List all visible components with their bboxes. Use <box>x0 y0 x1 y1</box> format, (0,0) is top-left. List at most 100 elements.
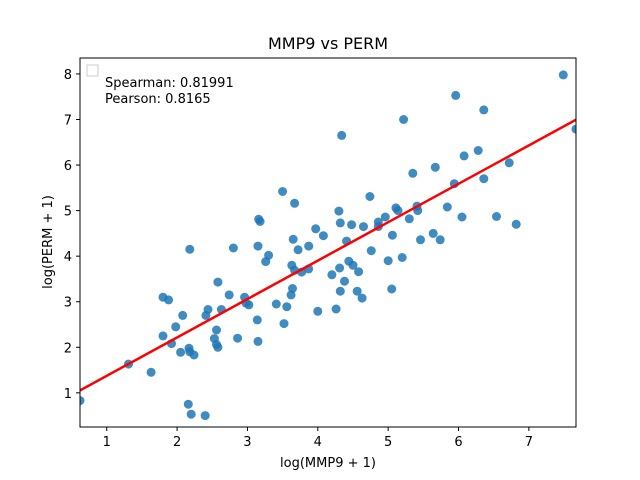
data-point <box>511 219 521 229</box>
data-point <box>252 315 262 325</box>
regression-line <box>80 118 576 392</box>
data-point <box>186 409 196 419</box>
data-point <box>185 244 195 254</box>
y-tick-label: 5 <box>64 205 72 220</box>
y-tick-label: 3 <box>64 296 72 311</box>
data-point <box>365 192 375 201</box>
x-axis-label: log(MMP9 + 1) <box>280 456 376 471</box>
x-tick-label: 4 <box>314 435 322 450</box>
data-point <box>171 322 181 332</box>
data-point <box>408 168 418 178</box>
data-point <box>176 347 186 357</box>
data-point <box>290 198 300 208</box>
y-tick-label: 6 <box>64 159 72 174</box>
data-point <box>387 230 397 240</box>
data-point <box>340 276 349 286</box>
data-point <box>399 115 409 124</box>
x-tick-label: 5 <box>384 435 392 450</box>
fit-line-layer <box>80 118 576 392</box>
x-tick-label: 7 <box>525 435 533 450</box>
data-point <box>397 253 407 262</box>
data-point <box>430 162 440 172</box>
data-point <box>279 319 289 329</box>
data-point <box>271 299 281 309</box>
data-point <box>357 293 367 303</box>
x-ticks: 1 2 3 4 5 6 7 <box>103 427 533 450</box>
y-ticks: 1 2 3 4 5 6 7 8 <box>64 68 80 402</box>
data-point <box>213 277 223 287</box>
data-point <box>404 214 414 224</box>
data-point <box>313 306 323 316</box>
data-point <box>146 367 156 377</box>
data-point <box>200 411 210 421</box>
data-point <box>183 399 193 409</box>
x-tick-label: 2 <box>173 435 181 450</box>
data-point <box>335 263 345 273</box>
data-point <box>354 267 364 277</box>
x-tick-label: 3 <box>243 435 251 450</box>
data-point <box>347 220 357 230</box>
data-point <box>278 187 288 196</box>
data-point <box>571 124 576 134</box>
data-point <box>311 224 321 234</box>
data-point <box>352 286 362 296</box>
data-point <box>334 206 344 216</box>
data-point <box>393 206 403 216</box>
data-point <box>203 305 213 314</box>
data-point <box>224 290 234 300</box>
data-point <box>253 241 263 251</box>
data-point <box>331 304 341 314</box>
data-point <box>504 158 514 168</box>
legend: Spearman: 0.81991 Pearson: 0.8165 <box>86 64 234 107</box>
data-point <box>282 302 292 312</box>
data-point <box>442 202 452 212</box>
data-point <box>479 105 489 115</box>
data-point <box>213 342 223 352</box>
data-point <box>327 270 337 280</box>
data-point <box>492 212 501 221</box>
data-point <box>435 235 445 245</box>
y-tick-label: 7 <box>64 114 72 129</box>
data-point <box>164 295 174 305</box>
data-point <box>255 217 265 226</box>
data-point <box>288 284 297 293</box>
data-point <box>178 310 188 320</box>
legend-entry-pearson: Pearson: 0.8165 <box>105 92 211 107</box>
y-axis-label: log(PERM + 1) <box>41 195 56 289</box>
data-point <box>335 218 345 228</box>
data-point <box>335 286 345 296</box>
data-point <box>558 70 568 80</box>
data-point <box>387 284 397 294</box>
data-point <box>473 146 483 155</box>
data-point <box>304 241 314 251</box>
points-layer <box>80 70 576 421</box>
data-point <box>80 396 85 406</box>
data-point <box>457 212 467 222</box>
plot-frame <box>79 57 577 428</box>
y-tick-label: 2 <box>64 341 72 356</box>
data-point <box>318 231 328 241</box>
data-point <box>380 212 390 222</box>
x-tick-label: 1 <box>103 435 111 450</box>
data-point <box>228 243 238 253</box>
data-point <box>253 336 263 346</box>
data-point <box>293 245 303 255</box>
data-point <box>428 228 438 238</box>
data-point <box>359 222 368 232</box>
legend-entry-spearman: Spearman: 0.81991 <box>105 76 234 91</box>
y-tick-label: 8 <box>64 68 72 83</box>
data-point <box>337 130 347 140</box>
data-point <box>264 250 274 260</box>
data-point <box>212 325 221 335</box>
x-tick-label: 6 <box>454 435 462 450</box>
data-point <box>244 300 254 310</box>
data-point <box>451 90 461 100</box>
data-point <box>383 256 393 266</box>
data-point <box>348 260 358 270</box>
legend-handle <box>86 64 99 77</box>
data-point <box>479 174 489 184</box>
data-point <box>233 333 243 343</box>
data-point <box>459 151 469 161</box>
